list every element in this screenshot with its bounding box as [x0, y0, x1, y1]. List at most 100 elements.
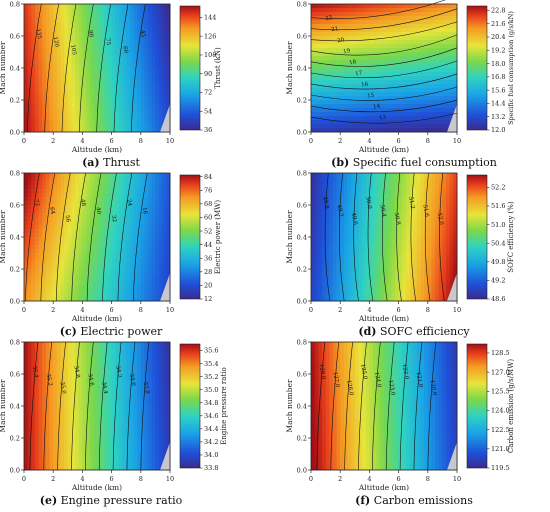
heat-cell: [133, 221, 138, 226]
heat-cell: [442, 20, 447, 25]
heat-cell: [42, 20, 47, 25]
heat-cell: [424, 40, 429, 45]
heat-cell: [151, 201, 156, 206]
heat-cell: [321, 52, 326, 57]
heat-cell: [391, 12, 396, 17]
heat-cell: [402, 261, 407, 266]
heat-cell: [93, 16, 98, 21]
heat-cell: [318, 245, 323, 250]
heat-cell: [402, 289, 407, 294]
heat-cell: [115, 189, 120, 194]
heat-cell: [365, 104, 370, 109]
heat-cell: [60, 293, 65, 298]
heat-cell: [97, 80, 102, 85]
heat-cell: [56, 60, 61, 65]
heat-cell: [45, 237, 50, 242]
heat-cell: [115, 229, 120, 234]
heat-cell: [38, 16, 43, 21]
heat-cell: [435, 28, 440, 33]
heat-cell: [336, 273, 341, 278]
heat-cell: [42, 96, 47, 101]
heat-cell: [126, 80, 131, 85]
heat-cell: [67, 12, 72, 17]
heat-cell: [122, 76, 127, 81]
heat-cell: [71, 229, 76, 234]
heat-cell: [100, 96, 105, 101]
heat-cell: [416, 24, 421, 29]
heat-cell: [151, 257, 156, 262]
heat-cell: [402, 124, 407, 129]
heat-cell: [137, 177, 142, 182]
heat-cell: [398, 181, 403, 186]
heat-cell: [369, 60, 374, 65]
heat-cell: [340, 84, 345, 89]
heat-cell: [115, 173, 120, 178]
heat-cell: [318, 20, 323, 25]
heat-cell: [89, 269, 94, 274]
heat-cell: [453, 80, 458, 85]
heat-cell: [311, 229, 316, 234]
heat-cell: [380, 277, 385, 282]
heat-cell: [380, 297, 385, 302]
heat-cell: [82, 32, 87, 37]
heat-cell: [53, 88, 58, 93]
heat-cell: [413, 28, 418, 33]
heat-cell: [380, 293, 385, 298]
heat-cell: [391, 265, 396, 270]
heat-cell: [166, 237, 171, 242]
heat-cell: [391, 116, 396, 121]
heat-cell: [340, 8, 345, 13]
heat-cell: [362, 173, 367, 178]
heat-cell: [60, 12, 65, 17]
heat-cell: [129, 44, 134, 49]
heat-cell: [100, 229, 105, 234]
heat-cell: [89, 249, 94, 254]
heat-cell: [409, 265, 414, 270]
heat-cell: [387, 108, 392, 113]
heat-cell: [321, 261, 326, 266]
contour-line: [131, 3, 146, 133]
heat-cell: [329, 201, 334, 206]
heat-cell: [453, 28, 458, 33]
heat-cell: [93, 4, 98, 9]
heat-cell: [115, 20, 120, 25]
heat-cell: [53, 221, 58, 226]
heat-cell: [343, 289, 348, 294]
heat-cell: [60, 201, 65, 206]
heat-cell: [155, 269, 160, 274]
heat-cell: [67, 233, 72, 238]
heat-cell: [31, 84, 36, 89]
heat-cell: [391, 96, 396, 101]
heat-cell: [151, 189, 156, 194]
heat-cell: [380, 92, 385, 97]
heat-cell: [427, 88, 432, 93]
heat-cell: [362, 124, 367, 129]
heat-cell: [31, 32, 36, 37]
heat-cell: [155, 265, 160, 270]
contour-line: [117, 172, 133, 302]
heat-cell: [89, 217, 94, 222]
heat-cell: [151, 269, 156, 274]
heat-cell: [115, 185, 120, 190]
heat-cell: [155, 213, 160, 218]
panel-caption: (b) Specific fuel consumption: [331, 156, 497, 169]
heat-cell: [398, 112, 403, 117]
heat-cell: [394, 201, 399, 206]
heat-cell: [391, 173, 396, 178]
heat-cell: [347, 253, 352, 258]
heat-cell: [314, 32, 319, 37]
heat-cell: [343, 56, 348, 61]
heat-cell: [53, 36, 58, 41]
heat-cell: [45, 189, 50, 194]
heat-cell: [449, 108, 454, 113]
heat-cell: [409, 120, 414, 125]
heat-cell: [311, 84, 316, 89]
x-tick-label: 4: [367, 137, 371, 145]
heat-cell: [376, 185, 381, 190]
heat-cell: [97, 205, 102, 210]
heat-cell: [133, 40, 138, 45]
heat-cell: [126, 173, 131, 178]
heat-cell: [358, 245, 363, 250]
heat-cell: [325, 253, 330, 258]
heat-cell: [405, 213, 410, 218]
